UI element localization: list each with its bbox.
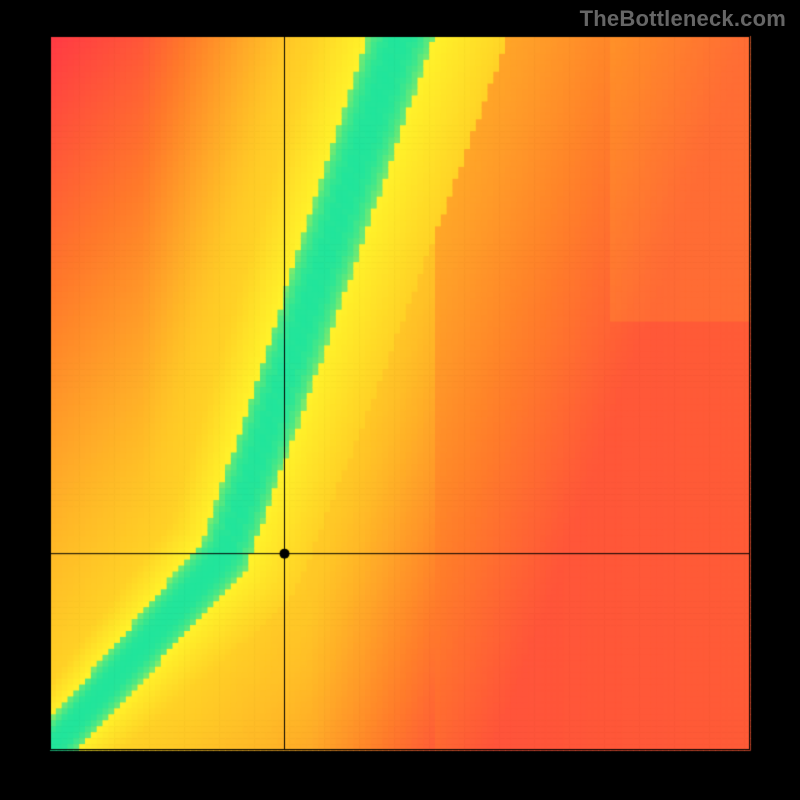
watermark-text: TheBottleneck.com: [580, 6, 786, 32]
bottleneck-heatmap: [0, 0, 800, 800]
